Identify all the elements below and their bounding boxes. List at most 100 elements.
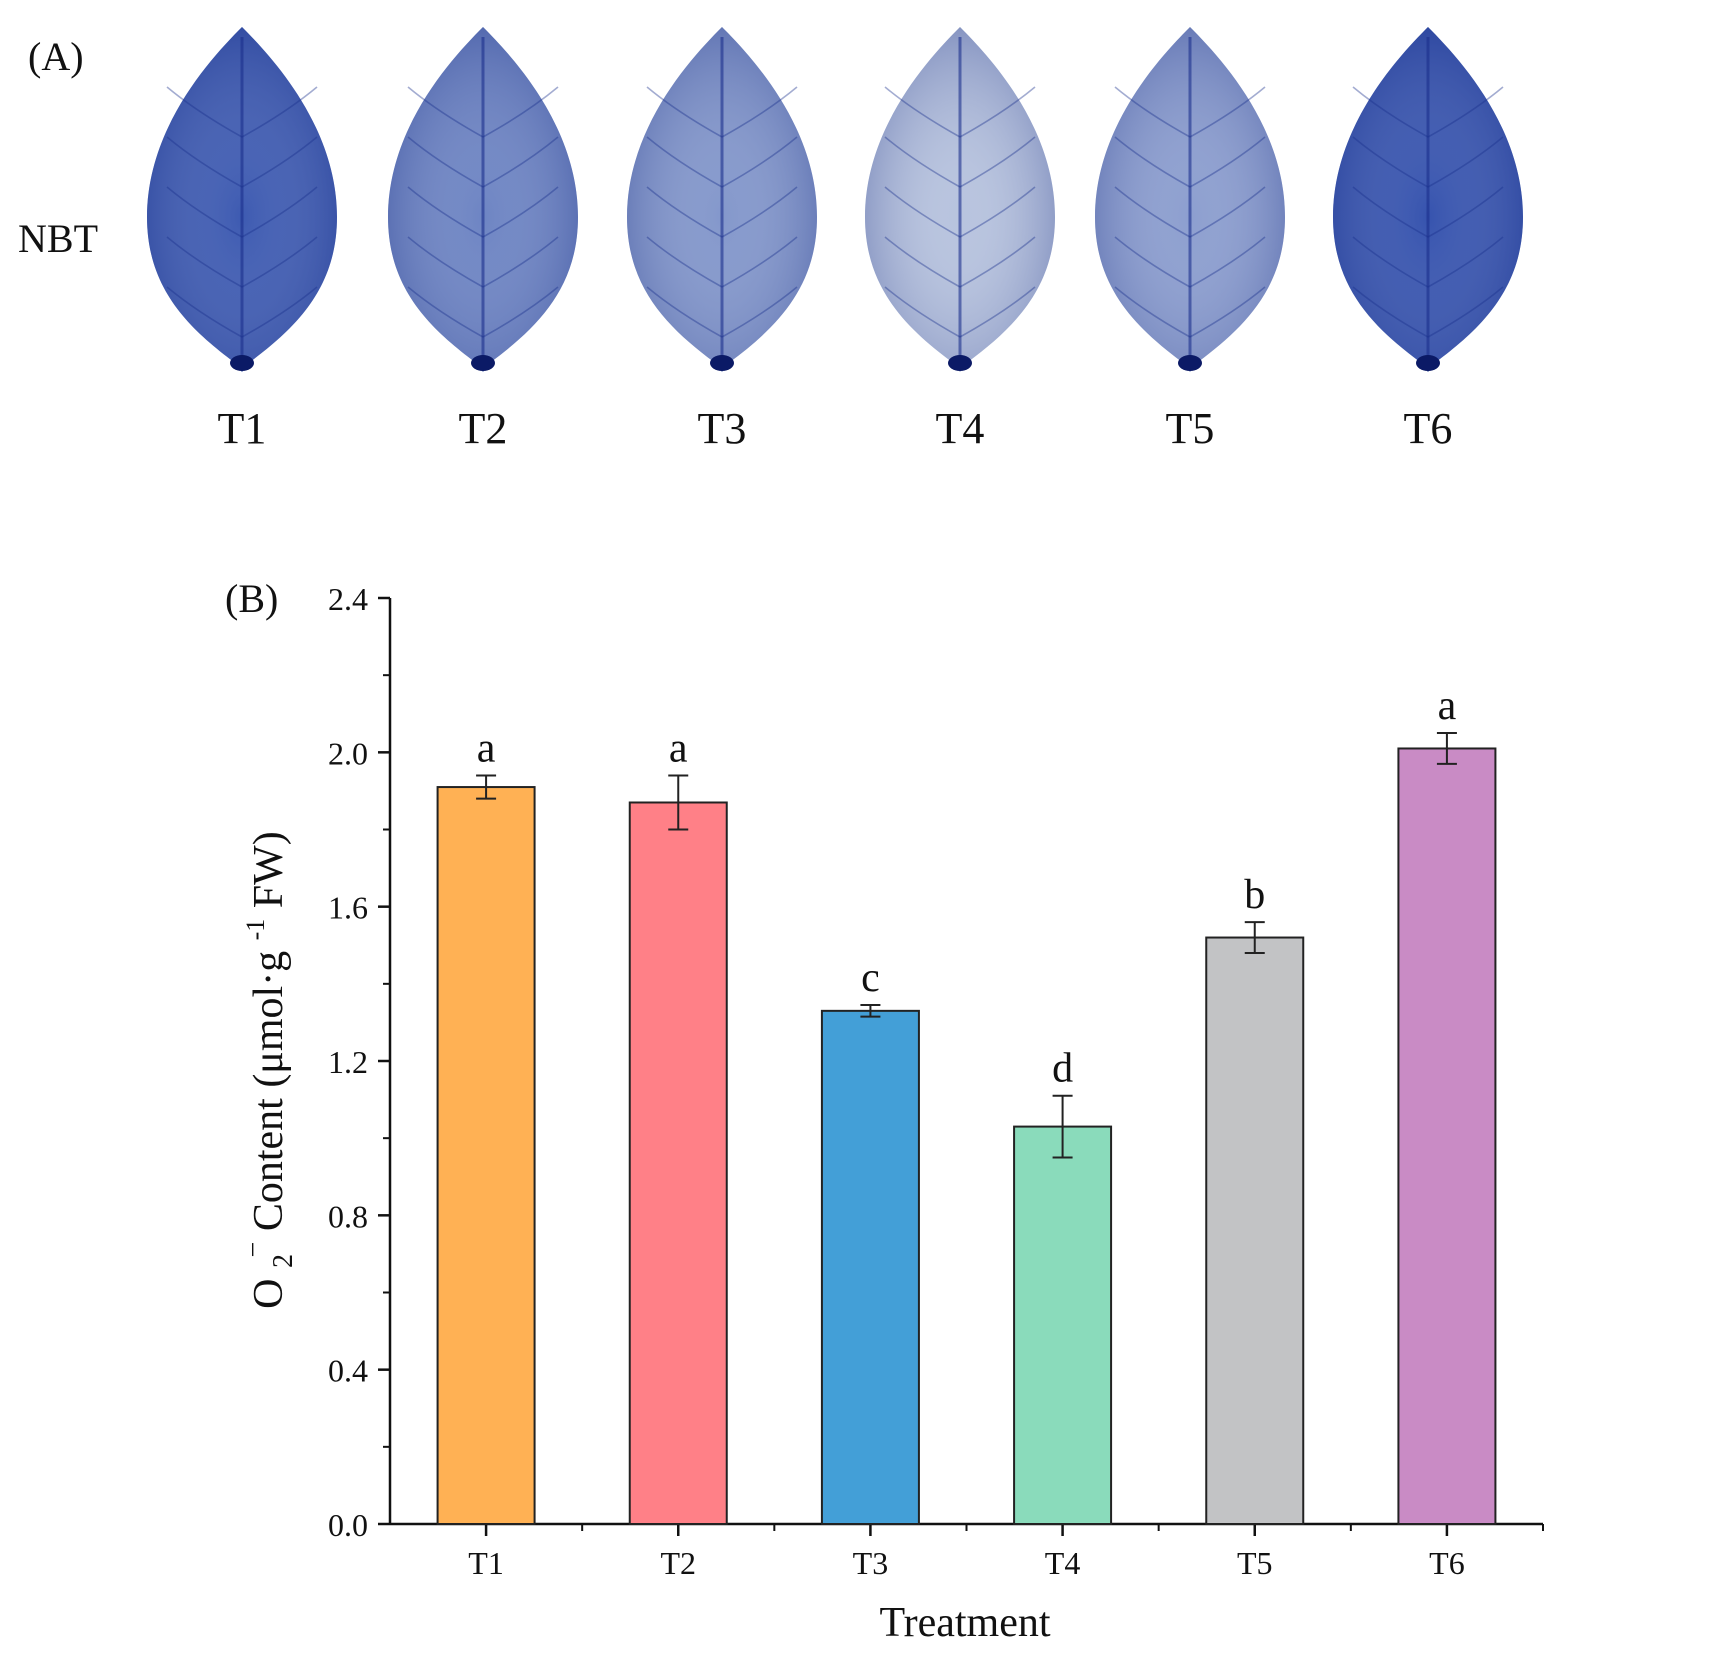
bar-T3: [820, 1009, 920, 1525]
y-tick-label: 2.4: [328, 581, 368, 617]
x-tick-label-T3: T3: [853, 1545, 889, 1581]
leaf-T4: [865, 27, 1055, 372]
leaf-vein: [646, 136, 723, 188]
leaf-vein: [241, 236, 318, 288]
significance-label-T3: c: [861, 955, 880, 1001]
leaf-petiole: [1178, 355, 1202, 371]
leaf-vein: [166, 186, 243, 238]
leaf-vein: [482, 186, 559, 238]
leaf-petiole: [1416, 355, 1440, 371]
leaf-vein: [959, 286, 1036, 338]
leaf-petiole: [710, 355, 734, 371]
y-tick-label: 2.0: [328, 735, 368, 771]
leaf-T2: [388, 27, 578, 372]
y-axis-title: O 2 − Content (μmol·g -1 FW): [226, 831, 302, 1309]
y-tick-label: 1.2: [328, 1044, 368, 1080]
leaf-vein: [166, 136, 243, 188]
leaf-vein: [884, 236, 961, 288]
panel-b-label: (B): [225, 576, 278, 621]
leaf-vein: [1427, 186, 1504, 238]
leaf-vein: [241, 86, 318, 138]
y-tick-label: 0.8: [328, 1198, 368, 1234]
leaf-label-T6: T6: [1404, 404, 1453, 453]
leaf-T3: [627, 27, 817, 372]
leaf-vein: [959, 186, 1036, 238]
leaf-vein: [241, 286, 318, 338]
leaf-T6: [1333, 27, 1523, 372]
leaf-vein: [1189, 136, 1266, 188]
leaf-vein: [1114, 286, 1191, 338]
panel-b-bar-chart: (B) 0.0 0.4 0.8 1.2 1.6 2.0 2.4 T1 T2 T3 T4 T5 T6 a…: [225, 576, 1544, 1646]
leaf-vein: [1114, 186, 1191, 238]
y-tick-label: 1.6: [328, 890, 368, 926]
bar-T6: [1397, 747, 1497, 1525]
leaf-vein: [959, 236, 1036, 288]
significance-label-T5: b: [1244, 872, 1265, 918]
leaf-vein: [482, 136, 559, 188]
significance-label-T4: d: [1052, 1046, 1073, 1092]
y-axis-title-o: O: [246, 1278, 292, 1308]
panel-a-leaves: (A) NBT T1 T2 T3 T4 T5 T6: [18, 27, 1523, 453]
y-axis-title-rest: Content (μmol·g: [246, 951, 292, 1231]
leaf-vein: [1189, 186, 1266, 238]
leaf-vein: [482, 236, 559, 288]
leaf-vein: [721, 86, 798, 138]
leaf-vein: [1427, 86, 1504, 138]
leaf-T1: [147, 27, 337, 372]
leaf-T5: [1095, 27, 1285, 372]
leaf-vein: [482, 86, 559, 138]
leaf-vein: [1114, 236, 1191, 288]
leaf-vein: [241, 186, 318, 238]
leaf-petiole: [471, 355, 495, 371]
leaf-vein: [721, 286, 798, 338]
leaf-label-T1: T1: [218, 404, 267, 453]
y-axis-title-unit-sup: -1: [241, 919, 270, 941]
x-tick-label-T1: T1: [468, 1545, 504, 1581]
leaf-vein: [407, 286, 484, 338]
leaf-vein: [407, 136, 484, 188]
panel-a-label: (A): [28, 34, 84, 79]
leaf-vein: [721, 236, 798, 288]
significance-label-T6: a: [1438, 683, 1457, 729]
bars-group: a a c d b a: [436, 683, 1497, 1525]
bar-T2: [628, 801, 728, 1525]
leaf-vein: [884, 186, 961, 238]
leaf-label-T4: T4: [936, 404, 985, 453]
leaf-vein: [721, 136, 798, 188]
leaf-label-T2: T2: [459, 404, 508, 453]
leaf-vein: [646, 186, 723, 238]
leaf-vein: [1427, 136, 1504, 188]
leaf-petiole: [948, 355, 972, 371]
x-tick-label-T2: T2: [660, 1545, 696, 1581]
leaf-vein: [884, 136, 961, 188]
leaf-petiole: [230, 355, 254, 371]
x-tick-label-T5: T5: [1237, 1545, 1273, 1581]
leaf-vein: [1427, 236, 1504, 288]
y-axis: 0.0 0.4 0.8 1.2 1.6 2.0 2.4: [328, 581, 392, 1543]
y-axis-title-end: FW): [246, 831, 292, 908]
leaf-vein: [884, 286, 961, 338]
significance-label-T1: a: [477, 725, 496, 771]
leaf-vein: [1189, 86, 1266, 138]
leaves-group: T1 T2 T3 T4 T5 T6: [147, 27, 1523, 453]
bar-T1: [436, 786, 536, 1525]
leaf-vein: [166, 86, 243, 138]
leaf-vein: [407, 186, 484, 238]
leaf-vein: [482, 286, 559, 338]
leaf-vein: [1352, 186, 1429, 238]
bar-T5: [1205, 936, 1305, 1525]
leaf-vein: [1352, 136, 1429, 188]
leaf-vein: [1427, 286, 1504, 338]
leaf-vein: [1114, 86, 1191, 138]
significance-label-T2: a: [669, 725, 688, 771]
leaf-vein: [1352, 286, 1429, 338]
bar-T4: [1013, 1125, 1113, 1525]
y-axis-title-sup: −: [238, 1242, 269, 1258]
leaf-vein: [646, 286, 723, 338]
nbt-row-label: NBT: [18, 216, 98, 261]
y-tick-label: 0.4: [328, 1353, 368, 1389]
leaf-vein: [1114, 136, 1191, 188]
leaf-vein: [646, 86, 723, 138]
leaf-vein: [241, 136, 318, 188]
leaf-label-T5: T5: [1166, 404, 1215, 453]
